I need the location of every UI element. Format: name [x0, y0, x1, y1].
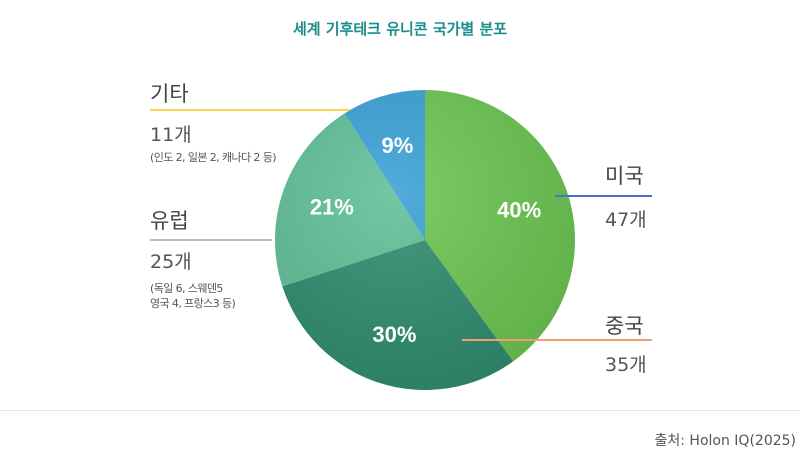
legend-label-europe: 유럽: [150, 209, 189, 233]
legend-count-china: 35개: [605, 354, 647, 376]
legend-count-usa: 47개: [605, 209, 647, 231]
chart-title: 세계 기후테크 유니콘 국가별 분포: [292, 20, 508, 38]
legend-label-china: 중국: [605, 314, 644, 338]
slice-label-china: 30%: [372, 322, 416, 347]
slice-label-other: 9%: [381, 133, 413, 158]
legend-label-other: 기타: [150, 82, 189, 106]
slice-label-europe: 21%: [310, 194, 354, 219]
legend-count-other: 11개: [150, 124, 192, 146]
footer-divider: [0, 410, 800, 411]
source-text: 출처: Holon IQ(2025): [654, 433, 797, 449]
legend-note-other: (인도 2, 일본 2, 캐나다 2 등): [150, 151, 277, 164]
legend-note-europe: (독일 6, 스웨덴5 영국 4, 프랑스3 등): [150, 282, 236, 310]
pie-shade: [275, 90, 575, 390]
legend-count-europe: 25개: [150, 251, 192, 273]
legend-label-usa: 미국: [605, 164, 644, 188]
slice-label-usa: 40%: [497, 197, 541, 222]
